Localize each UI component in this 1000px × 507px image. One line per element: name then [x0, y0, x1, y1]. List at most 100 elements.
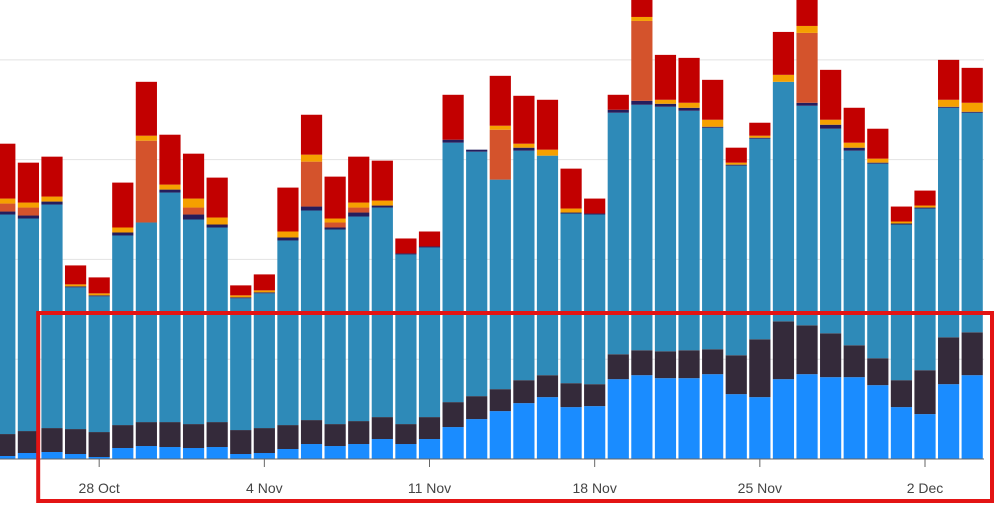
bar-1-crimson	[17, 162, 39, 203]
bar-35-dark-plum	[820, 333, 842, 378]
bar-20-navy-thin	[466, 149, 488, 152]
bar-20-dark-plum	[466, 396, 488, 420]
bar-16-bright-blue	[371, 439, 393, 459]
bar-10-bright-blue	[230, 454, 252, 459]
bar-29-crimson	[678, 57, 700, 103]
bar-25-navy-thin	[584, 213, 606, 215]
bar-40-teal	[938, 107, 960, 338]
bar-41-crimson	[961, 67, 983, 103]
bar-23-teal	[536, 155, 559, 376]
bar-10-amber	[230, 295, 252, 298]
bar-23-bright-blue	[536, 397, 559, 459]
bar-3-navy-thin	[64, 286, 87, 288]
bar-39-bright-blue	[914, 414, 936, 459]
bar-5-navy-thin	[112, 232, 134, 236]
bar-33-teal	[772, 81, 795, 322]
bar-30-teal	[702, 127, 724, 350]
bar-17-dark-plum	[395, 424, 417, 445]
bar-40-navy-thin	[938, 106, 960, 108]
bar-18-dark-plum	[418, 417, 441, 440]
x-tick-label-0: 28 Oct	[79, 480, 120, 496]
bar-16-amber	[371, 200, 393, 206]
bar-33-dark-plum	[772, 321, 795, 380]
bar-14-teal	[324, 229, 346, 425]
bar-13-teal	[300, 210, 323, 421]
bar-5-teal	[112, 235, 134, 426]
x-tick-label-2: 11 Nov	[408, 480, 451, 496]
bar-11-dark-plum	[253, 428, 275, 454]
bar-41-dark-plum	[961, 332, 983, 376]
bar-34-teal	[796, 105, 818, 326]
bar-34-orange-red	[796, 32, 818, 103]
bar-11-navy-thin	[253, 292, 275, 294]
bar-41-teal	[961, 112, 983, 333]
bar-12-crimson	[277, 187, 299, 232]
bar-14-navy-thin	[324, 227, 346, 230]
bar-27-dark-plum	[631, 350, 653, 376]
bar-28-bright-blue	[654, 378, 677, 459]
bar-26-navy-thin	[607, 109, 629, 113]
bar-3-teal	[64, 287, 87, 430]
x-tick-label-1: 4 Nov	[246, 480, 283, 496]
bar-28-dark-plum	[654, 351, 677, 379]
bar-15-crimson	[348, 156, 370, 203]
bar-29-dark-plum	[678, 350, 700, 379]
bar-37-crimson	[867, 128, 889, 159]
bar-0-crimson	[0, 143, 16, 199]
bar-27-navy-thin	[631, 100, 653, 105]
bar-5-amber	[112, 227, 134, 233]
bar-6-bright-blue	[135, 446, 157, 459]
bar-40-crimson	[938, 59, 960, 100]
bar-12-navy-thin	[277, 237, 299, 241]
bar-0-navy-thin	[0, 211, 16, 215]
bar-13-amber	[300, 154, 323, 162]
bar-4-navy-thin	[88, 295, 110, 297]
bar-18-navy-thin	[418, 246, 441, 248]
bar-15-orange-red	[348, 207, 370, 213]
bar-32-amber	[749, 135, 771, 138]
bar-9-dark-plum	[206, 422, 228, 448]
bar-15-navy-thin	[348, 212, 370, 217]
bar-14-dark-plum	[324, 424, 346, 447]
bar-10-navy-thin	[230, 297, 252, 299]
x-tick-label-5: 2 Dec	[907, 480, 944, 496]
bar-39-navy-thin	[914, 207, 936, 209]
bar-21-bright-blue	[489, 411, 511, 459]
bar-7-teal	[159, 192, 181, 423]
bar-13-orange-red	[300, 161, 323, 207]
bar-17-bright-blue	[395, 444, 417, 459]
bar-37-teal	[867, 163, 889, 359]
bar-0-orange-red	[0, 203, 16, 212]
bar-1-bright-blue	[17, 453, 39, 459]
bar-2-crimson	[41, 156, 63, 197]
bar-29-teal	[678, 110, 700, 351]
bar-14-bright-blue	[324, 446, 346, 459]
bar-38-teal	[890, 224, 913, 381]
bar-25-dark-plum	[584, 384, 606, 407]
bar-30-amber	[702, 119, 724, 127]
bar-37-navy-thin	[867, 162, 889, 164]
bar-8-teal	[182, 219, 205, 425]
bar-32-dark-plum	[749, 339, 771, 398]
bar-21-amber	[489, 125, 511, 130]
bar-19-bright-blue	[442, 427, 464, 459]
bar-10-dark-plum	[230, 430, 252, 455]
bar-5-bright-blue	[112, 448, 134, 459]
bar-22-bright-blue	[513, 403, 535, 459]
bar-7-amber	[159, 184, 181, 190]
bar-16-dark-plum	[371, 417, 393, 440]
bar-16-crimson	[371, 160, 393, 201]
bar-13-bright-blue	[300, 444, 323, 459]
bar-41-navy-thin	[961, 111, 983, 113]
bar-20-bright-blue	[466, 419, 488, 459]
bar-5-dark-plum	[112, 425, 134, 449]
bar-33-crimson	[772, 31, 795, 75]
bar-34-bright-blue	[796, 374, 818, 459]
bar-2-teal	[41, 204, 63, 429]
bar-38-navy-thin	[890, 223, 913, 225]
bar-31-bright-blue	[725, 394, 747, 459]
bar-36-teal	[843, 150, 865, 346]
bar-30-crimson	[702, 79, 724, 120]
bar-11-bright-blue	[253, 453, 275, 459]
